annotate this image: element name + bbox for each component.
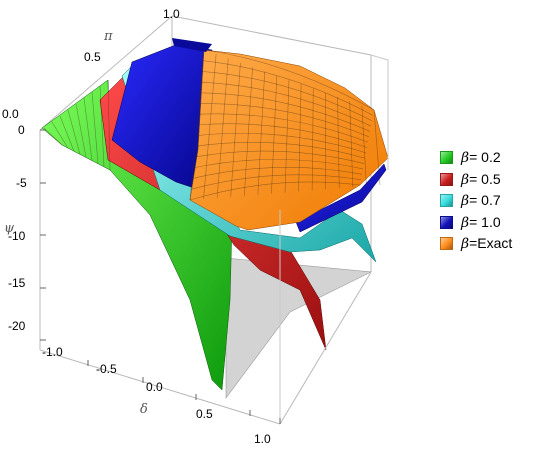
mesh-line [59, 115, 75, 152]
legend-item-beta-0-5: β= 0.5 [440, 170, 548, 190]
legend-swatch-beta-0-5 [440, 172, 453, 186]
tau-tick-1: 0.5 [84, 50, 101, 64]
surface-beta-exact [189, 49, 389, 231]
legend-item-beta-0-2: β= 0.2 [440, 148, 548, 168]
legend-item-beta-1-0: β= 1.0 [440, 213, 548, 233]
mesh-line [349, 101, 354, 188]
legend-swatch-beta-1-0 [440, 215, 453, 229]
mesh-line [107, 79, 111, 171]
psi-tick-3: -15 [8, 276, 26, 290]
legend-label-beta-exact: β=Exact [461, 235, 513, 253]
legend-label-beta-0-7: β= 0.7 [461, 192, 501, 210]
tau-tick-2: 1.0 [163, 7, 180, 21]
delta-tick-4: 1.0 [254, 432, 271, 446]
surface-beta-1-0-edge [295, 163, 387, 233]
mesh-line [196, 123, 368, 148]
psi-axis-label: ψ [4, 221, 15, 236]
mesh-line [51, 121, 69, 149]
mesh-line [75, 103, 87, 158]
floor-shadow [225, 257, 373, 399]
mesh-line [271, 75, 278, 194]
mesh-line [257, 71, 266, 195]
mesh-line [189, 49, 205, 201]
mesh-line [43, 127, 63, 146]
mesh-line [189, 181, 361, 201]
delta-tick-3: 0.5 [196, 407, 213, 421]
plot-box-front [39, 54, 389, 425]
mesh-line [230, 62, 241, 197]
legend-swatch-beta-exact [440, 237, 453, 251]
mesh-line [202, 60, 374, 116]
mesh-line [198, 103, 370, 138]
mesh-line [361, 105, 367, 187]
delta-axis-label: δ [140, 402, 148, 417]
mesh-line [199, 92, 371, 132]
surface-beta-1-0-band [172, 38, 212, 52]
mesh-line [191, 167, 363, 179]
legend-swatch-beta-0-2 [440, 151, 453, 165]
mesh-line [298, 84, 302, 192]
legend-swatch-beta-0-7 [440, 194, 453, 208]
mesh-line [373, 109, 381, 186]
mesh-line [216, 58, 229, 198]
psi-tick-0: 0 [18, 123, 25, 137]
mesh-line [193, 150, 365, 164]
mesh-line [91, 91, 99, 164]
tick-marks [40, 129, 281, 424]
mesh-line [311, 88, 314, 191]
mesh-line [197, 113, 369, 143]
mesh-line [83, 97, 93, 161]
mesh-line [201, 71, 373, 121]
mesh-line [203, 54, 217, 199]
mesh-line [190, 174, 362, 190]
mesh-line [195, 132, 367, 154]
mesh-line [192, 159, 364, 170]
mesh-line [194, 142, 366, 159]
mesh-line [284, 79, 290, 193]
legend-item-beta-0-7: β= 0.7 [440, 191, 548, 211]
legend-label-beta-0-5: β= 0.5 [461, 170, 501, 188]
mesh-line [200, 81, 372, 127]
psi-tick-2: -10 [8, 229, 26, 243]
legend-label-beta-0-2: β= 0.2 [461, 149, 501, 167]
delta-tick-1: -0.5 [96, 362, 117, 376]
mesh-line [99, 85, 105, 167]
legend-item-beta-exact: β=Exact [440, 234, 548, 254]
delta-tick-2: 0.0 [146, 380, 163, 394]
mesh-line [337, 97, 340, 189]
surface-mesh [43, 49, 381, 201]
legend-label-beta-1-0: β= 1.0 [461, 213, 501, 231]
tau-tick-0: 0.0 [2, 107, 19, 121]
tau-axis-label: π [103, 29, 113, 44]
mesh-line [243, 67, 253, 196]
psi-tick-1: -5 [16, 176, 27, 190]
psi-tick-4: -20 [8, 319, 26, 333]
legend: β= 0.2 β= 0.5 β= 0.7 β= 1.0 β=Exact [440, 148, 548, 256]
mesh-line [67, 109, 81, 155]
delta-tick-0: -1.0 [42, 345, 63, 359]
mesh-line [203, 49, 375, 111]
